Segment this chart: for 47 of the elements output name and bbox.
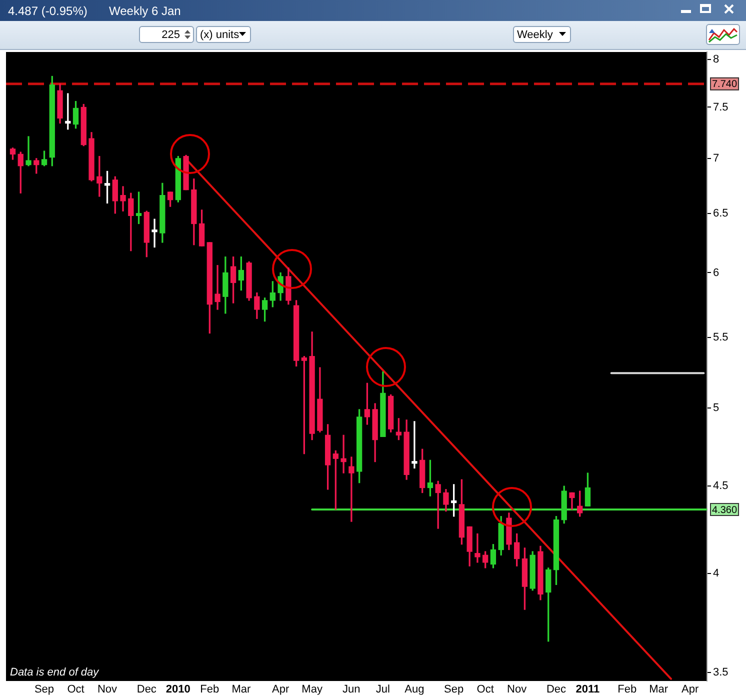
y-tick-label: 7 (713, 152, 720, 164)
y-tick-label: 8 (713, 53, 720, 66)
y-tick-label: 4.5 (713, 480, 728, 492)
x-tick-label: Feb (200, 684, 220, 696)
x-tick-label: 2010 (166, 684, 190, 696)
x-tick-label: Feb (618, 684, 637, 696)
x-tick-label: Oct (476, 684, 494, 696)
x-tick-label: Mar (649, 684, 668, 696)
dropdown-menu: (x) units (196, 26, 251, 43)
data-label: 4.360 (712, 504, 738, 516)
x-tick-label: 2011 (576, 684, 600, 696)
candlestick (348, 456, 354, 522)
x-tick-label: Dec (546, 684, 567, 696)
y-tick-label: 4 (713, 567, 720, 580)
x-tick-label: Apr (682, 684, 700, 696)
ref-line-label: 7.740 (712, 79, 738, 90)
dropdown-menu: Weekly (513, 26, 571, 43)
candlestick (412, 421, 418, 469)
x-tick-label: Jul (376, 684, 390, 696)
x-tick-label: Mar (232, 684, 251, 696)
y-tick-label: 5.5 (713, 331, 728, 344)
chart-title: 4.487 (-0.95%) (8, 4, 88, 18)
x-tick-label: Aug (404, 684, 424, 696)
candlestick (26, 136, 32, 166)
x-tick-label: Jun (342, 684, 360, 696)
number-input: 225 (139, 26, 194, 43)
candlestick (435, 480, 441, 529)
x-tick-label: Dec (136, 684, 157, 696)
x-tick-label: Sep (34, 684, 54, 696)
candlestick (474, 533, 480, 563)
x-tick-label: Apr (272, 684, 290, 696)
annotation: Data is end of day (10, 666, 100, 679)
candlestick (340, 434, 346, 474)
x-tick-label: Nov (97, 684, 118, 696)
x-tick-label: Oct (67, 684, 84, 696)
candlestick (152, 218, 158, 248)
y-tick-label: 6 (713, 266, 720, 279)
x-tick-label: May (302, 684, 323, 696)
y-tick-label: 3.5 (713, 666, 728, 679)
y-tick-label: 5 (713, 402, 720, 414)
y-tick-label: 6.5 (713, 207, 728, 220)
x-tick-label: Nov (507, 684, 528, 696)
chart-subtitle: Weekly 6 Jan (109, 4, 181, 18)
y-tick-label: 7.5 (713, 101, 728, 114)
x-tick-label: Sep (444, 684, 464, 696)
candlestick (214, 265, 220, 310)
candlestick (120, 186, 126, 212)
